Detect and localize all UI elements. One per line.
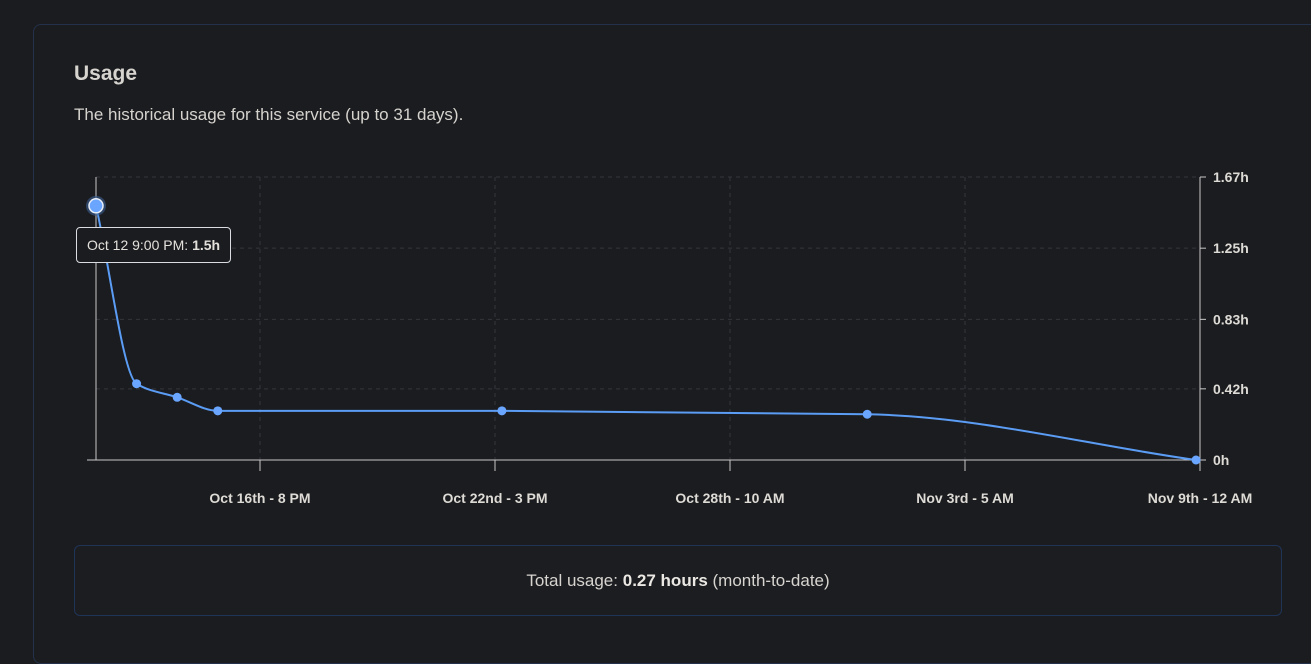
x-tick-label: Nov 9th - 12 AM [1148,490,1253,506]
y-tick-label: 0h [1213,452,1229,468]
y-tick-label: 1.67h [1213,169,1249,185]
data-point[interactable] [862,409,872,419]
y-axis-ticks: 0h 0.42h 0.83h 1.25h 1.67h [1200,169,1249,468]
chart-grid [96,176,1201,460]
usage-series-line [95,205,1197,461]
total-usage-suffix: (month-to-date) [712,571,830,590]
x-axis-ticks: Oct 16th - 8 PM Oct 22nd - 3 PM Oct 28th -… [209,460,1252,506]
chart-axes [87,177,1201,461]
tooltip-value: 1.5h [192,237,221,253]
data-point[interactable] [172,392,182,402]
x-tick-label: Oct 28th - 10 AM [675,490,784,506]
total-usage-box: Total usage: 0.27 hours (month-to-date) [74,545,1282,616]
data-point[interactable] [1191,455,1201,465]
chart-tooltip: Oct 12 9:00 PM: 1.5h [76,227,232,263]
y-tick-label: 0.83h [1213,311,1249,327]
data-point[interactable] [213,406,223,416]
card-title: Usage [74,62,138,85]
usage-series-points [86,195,1201,465]
x-tick-label: Oct 16th - 8 PM [209,490,310,506]
tooltip-label: Oct 12 9:00 PM: [87,237,189,253]
total-usage-value: 0.27 hours [622,571,708,590]
data-point[interactable] [497,406,507,416]
y-tick-label: 0.42h [1213,381,1249,397]
x-tick-label: Nov 3rd - 5 AM [916,490,1014,506]
total-usage-prefix: Total usage: [526,571,618,590]
data-point-highlighted[interactable] [88,198,104,214]
y-tick-label: 1.25h [1213,240,1249,256]
data-point[interactable] [132,379,142,389]
x-tick-label: Oct 22nd - 3 PM [442,490,547,506]
card-subtitle: The historical usage for this service (u… [74,105,464,124]
